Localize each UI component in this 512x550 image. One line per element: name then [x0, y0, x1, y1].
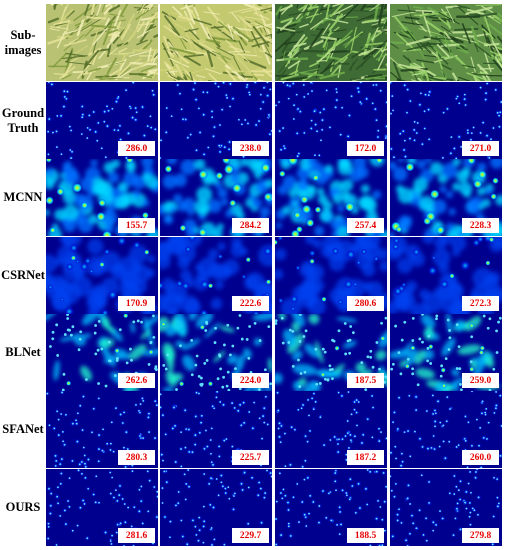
wheat-photo	[275, 4, 387, 81]
row-label-ours: OURS	[0, 469, 46, 546]
count-badge: 172.0	[347, 141, 384, 156]
row-label-text: Ground Truth	[1, 105, 45, 135]
sub-image-3	[275, 4, 387, 81]
row-label-text: BLNet	[5, 345, 41, 359]
density-heatmap	[275, 237, 387, 314]
density-map-mcnn-3: 257.4	[275, 159, 387, 236]
row-label-text: MCNN	[3, 190, 43, 204]
count-badge: 229.7	[232, 528, 269, 543]
count-badge: 238.0	[232, 141, 269, 156]
density-map-mcnn-4: 228.3	[390, 159, 502, 236]
count-badge: 260.0	[462, 450, 499, 465]
count-badge: 187.2	[347, 450, 384, 465]
row-label-sfanet: SFANet	[0, 391, 46, 468]
row-label-text: CSRNet	[1, 268, 45, 282]
row-label-ground-truth: Ground Truth	[0, 82, 46, 159]
density-map-ground-truth-1: 286.0	[46, 82, 158, 159]
density-map-csrnet-2: 222.6	[160, 237, 272, 314]
density-map-sfanet-3: 187.2	[275, 391, 387, 468]
count-badge: 262.6	[118, 373, 155, 388]
density-map-ground-truth-3: 172.0	[275, 82, 387, 159]
density-map-csrnet-4: 272.3	[390, 237, 502, 314]
sub-image-4	[390, 4, 502, 81]
row-label-text: OURS	[5, 500, 41, 514]
wheat-photo	[160, 4, 272, 81]
density-map-blnet-1: 262.6	[46, 314, 158, 391]
count-badge: 280.6	[347, 296, 384, 311]
density-map-mcnn-2: 284.2	[160, 159, 272, 236]
density-map-ours-1: 281.6	[46, 469, 158, 546]
count-badge: 286.0	[118, 141, 155, 156]
count-badge: 281.6	[118, 528, 155, 543]
density-heatmap	[46, 237, 158, 314]
row-label-sub-images: Sub- images	[0, 4, 46, 81]
density-map-ours-3: 188.5	[275, 469, 387, 546]
count-badge: 225.7	[232, 450, 269, 465]
density-heatmap	[390, 391, 502, 468]
row-label-text: Sub- images	[4, 27, 42, 57]
row-label-text: SFANet	[2, 422, 44, 436]
wheat-photo	[46, 4, 158, 81]
density-heatmap	[46, 314, 158, 391]
count-badge: 280.3	[118, 450, 155, 465]
density-map-sfanet-2: 225.7	[160, 391, 272, 468]
density-map-ours-4: 279.8	[390, 469, 502, 546]
count-badge: 222.6	[232, 296, 269, 311]
sub-image-2	[160, 4, 272, 81]
count-badge: 257.4	[347, 218, 384, 233]
count-badge: 188.5	[347, 528, 384, 543]
row-label-blnet: BLNet	[0, 314, 46, 391]
density-map-csrnet-1: 170.9	[46, 237, 158, 314]
density-map-blnet-3: 187.5	[275, 314, 387, 391]
density-heatmap	[390, 237, 502, 314]
sub-image-1	[46, 4, 158, 81]
count-badge: 284.2	[232, 218, 269, 233]
count-badge: 279.8	[462, 528, 499, 543]
density-map-ground-truth-2: 238.0	[160, 82, 272, 159]
wheat-photo	[390, 4, 502, 81]
density-map-sfanet-4: 260.0	[390, 391, 502, 468]
count-badge: 259.0	[462, 373, 499, 388]
density-map-ours-2: 229.7	[160, 469, 272, 546]
count-badge: 224.0	[232, 373, 269, 388]
count-badge: 271.0	[462, 141, 499, 156]
count-badge: 170.9	[118, 296, 155, 311]
density-map-sfanet-1: 280.3	[46, 391, 158, 468]
count-badge: 155.7	[118, 218, 155, 233]
count-badge: 272.3	[462, 296, 499, 311]
row-label-csrnet: CSRNet	[0, 237, 46, 314]
density-heatmap	[46, 469, 158, 546]
count-badge: 187.5	[347, 373, 384, 388]
density-map-blnet-4: 259.0	[390, 314, 502, 391]
density-map-csrnet-3: 280.6	[275, 237, 387, 314]
density-map-blnet-2: 224.0	[160, 314, 272, 391]
density-heatmap	[160, 469, 272, 546]
density-map-ground-truth-4: 271.0	[390, 82, 502, 159]
density-map-mcnn-1: 155.7	[46, 159, 158, 236]
row-label-mcnn: MCNN	[0, 159, 46, 236]
count-badge: 228.3	[462, 218, 499, 233]
